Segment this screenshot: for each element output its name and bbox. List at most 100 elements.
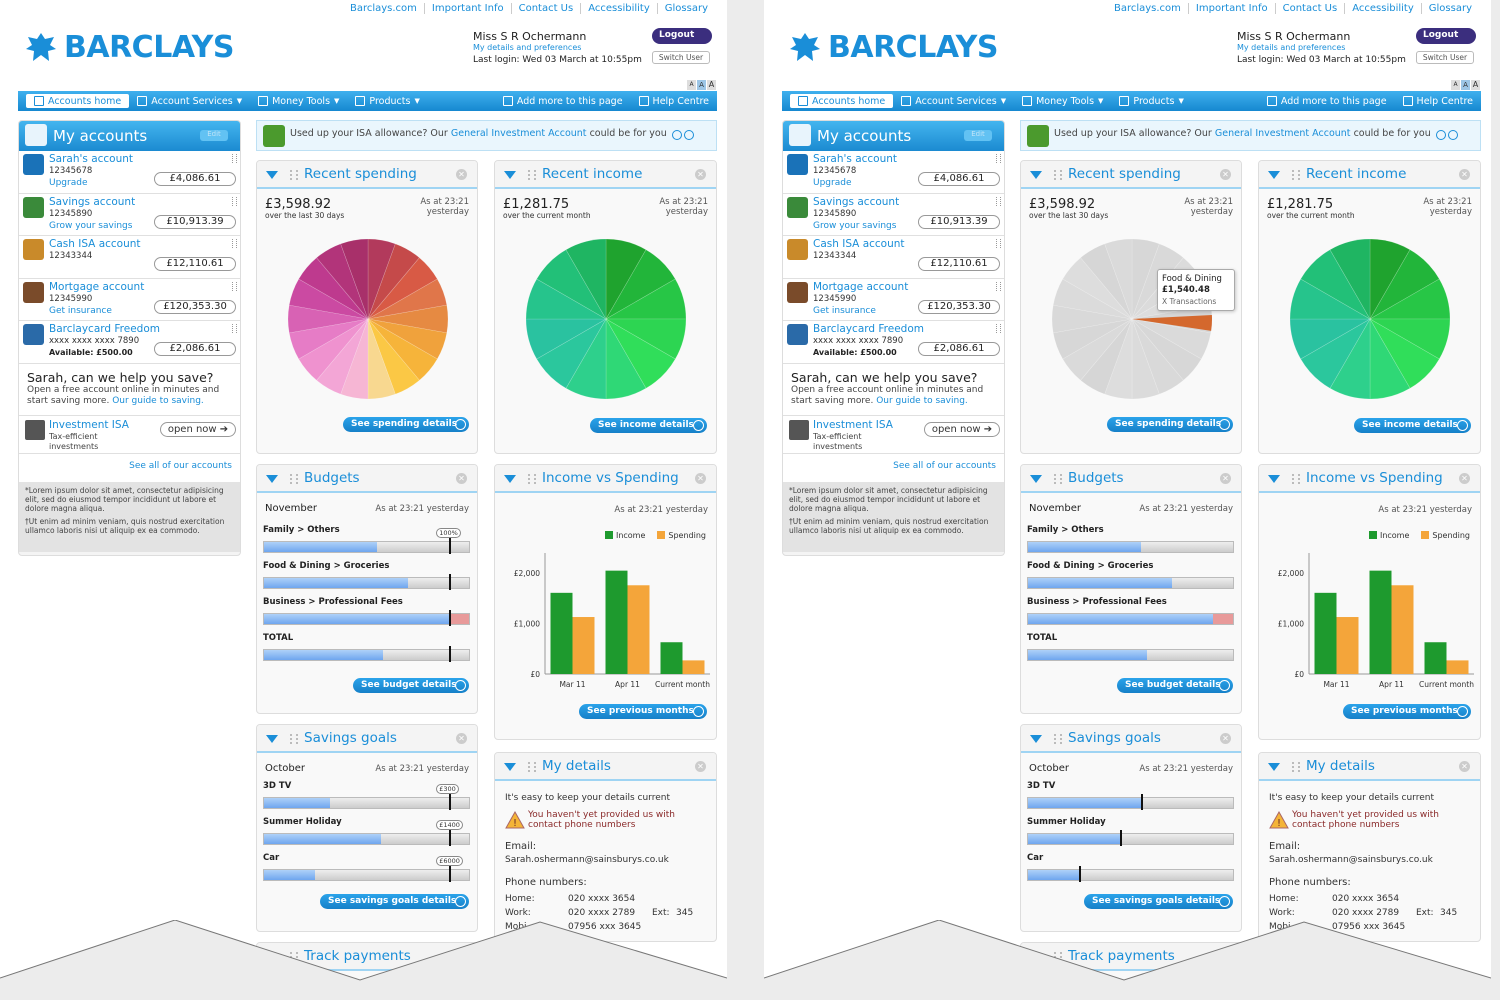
account-link[interactable]: Available: £500.00 [813, 348, 897, 357]
account-link[interactable]: Get insurance [49, 305, 112, 316]
nav-menu-item[interactable]: Products ▼ [347, 91, 427, 111]
top-link[interactable]: Contact Us [510, 3, 581, 14]
font-large-button[interactable]: A [707, 80, 716, 90]
account-name[interactable]: Mortgage account [49, 280, 145, 293]
drag-handle-icon[interactable] [232, 239, 237, 248]
budget-row[interactable]: TOTAL [1027, 633, 1234, 661]
edit-button[interactable]: Edit [964, 130, 992, 141]
top-link[interactable]: Accessibility [580, 3, 657, 14]
drag-handle-icon[interactable] [528, 170, 536, 180]
budget-row[interactable]: Food & Dining > Groceries [1027, 561, 1234, 589]
drag-handle-icon[interactable] [996, 196, 1001, 206]
font-small-button[interactable]: A [687, 80, 696, 90]
account-item[interactable]: Sarah's account 12345678 Upgrade £4,086.… [19, 151, 240, 194]
nav-menu-item[interactable]: Money Tools ▼ [250, 91, 347, 111]
switch-user-button[interactable]: Switch User [652, 51, 710, 64]
close-icon[interactable]: ✕ [1459, 473, 1470, 484]
logout-button[interactable]: Logout [1416, 28, 1476, 44]
pie-slice[interactable] [367, 278, 448, 320]
collapse-icon[interactable] [266, 735, 278, 743]
spending-bar[interactable] [682, 660, 705, 674]
nav-accounts-home[interactable]: Accounts home [26, 94, 130, 108]
pie-slice[interactable] [525, 278, 608, 320]
pie-slice[interactable] [536, 249, 607, 320]
drag-handle-icon[interactable] [1292, 762, 1300, 772]
details-link[interactable]: My details and preferences [1237, 43, 1346, 52]
drag-handle-icon[interactable] [1054, 474, 1062, 484]
pie-slice[interactable] [525, 318, 608, 360]
close-icon[interactable]: ✕ [1459, 169, 1470, 180]
email-value[interactable]: Sarah.oshermann@sainsburys.co.uk [1269, 855, 1433, 865]
spending-bar[interactable] [1336, 617, 1359, 674]
budget-row[interactable]: Business > Professional Fees [1027, 597, 1234, 625]
pie-slice[interactable] [298, 257, 369, 320]
budget-row[interactable]: Food & Dining > Groceries [263, 561, 470, 590]
account-item[interactable]: Barclaycard Freedom xxxx xxxx xxxx 7890 … [19, 321, 240, 364]
font-small-button[interactable]: A [1451, 80, 1460, 90]
income-bar[interactable] [1424, 642, 1447, 674]
income-pie-chart[interactable] [1259, 231, 1481, 411]
font-large-button[interactable]: A [1471, 80, 1480, 90]
close-icon[interactable]: ✕ [695, 761, 706, 772]
account-item[interactable]: Mortgage account 12345990 Get insurance … [783, 278, 1004, 321]
collapse-icon[interactable] [1268, 171, 1280, 179]
account-item[interactable]: Sarah's account 12345678 Upgrade £4,086.… [783, 151, 1004, 194]
nav-accounts-home[interactable]: Accounts home [790, 94, 894, 108]
top-link[interactable]: Important Info [1187, 3, 1275, 14]
details-link[interactable]: My details and preferences [473, 43, 582, 52]
pie-slice[interactable] [1131, 318, 1212, 360]
pie-slice[interactable] [1131, 318, 1160, 400]
see-income-details-button[interactable]: See income details [590, 418, 707, 433]
savings-row[interactable]: Summer Holiday [1027, 817, 1234, 846]
drag-handle-icon[interactable] [232, 154, 237, 163]
income-pie-chart[interactable] [495, 231, 717, 411]
collapse-icon[interactable] [266, 475, 278, 483]
pie-slice[interactable] [316, 318, 369, 395]
pie-slice[interactable] [605, 238, 647, 321]
drag-handle-icon[interactable] [232, 324, 237, 333]
pie-slice[interactable] [1300, 249, 1371, 320]
account-name[interactable]: Savings account [49, 195, 136, 208]
pie-slice[interactable] [1368, 318, 1451, 360]
account-name[interactable]: Barclaycard Freedom [813, 323, 925, 335]
pie-slice[interactable] [1329, 238, 1371, 321]
pie-slice[interactable] [565, 238, 607, 321]
email-value[interactable]: Sarah.oshermann@sainsburys.co.uk [505, 855, 669, 865]
income-bar[interactable] [1369, 570, 1392, 674]
see-all-accounts-link[interactable]: See all of our accounts [783, 453, 1004, 482]
income-bar[interactable] [550, 592, 573, 674]
pie-slice[interactable] [367, 318, 396, 400]
drag-handle-icon[interactable] [1292, 170, 1300, 180]
see-income-details-button[interactable]: See income details [1354, 418, 1471, 433]
pie-slice[interactable] [1369, 317, 1411, 400]
collapse-icon[interactable] [504, 171, 516, 179]
drag-handle-icon[interactable] [1054, 170, 1062, 180]
help-centre-button[interactable]: Help Centre [1395, 91, 1481, 111]
close-icon[interactable]: ✕ [1220, 473, 1231, 484]
pie-slice[interactable] [1052, 318, 1133, 360]
drag-handle-icon[interactable] [996, 281, 1001, 291]
close-icon[interactable]: ✕ [456, 473, 467, 484]
pie-slice[interactable] [1329, 317, 1371, 400]
pie-slice[interactable] [298, 318, 369, 381]
drag-handle-icon[interactable] [232, 196, 237, 206]
nav-menu-item[interactable]: Account Services ▼ [129, 91, 250, 111]
pie-slice[interactable] [367, 304, 449, 334]
pie-slice[interactable] [287, 304, 369, 334]
account-item[interactable]: Mortgage account 12345990 Get insurance … [19, 278, 240, 321]
drag-handle-icon[interactable] [528, 762, 536, 772]
account-item[interactable]: Cash ISA account 12343344 £12,110.61 [19, 236, 240, 279]
pie-slice[interactable] [316, 243, 369, 320]
pie-slice[interactable] [340, 238, 369, 320]
see-savings-goals-details-button[interactable]: See savings goals details [1084, 894, 1233, 909]
pie-slice[interactable] [340, 318, 369, 400]
income-vs-spending-chart[interactable]: £2,000 £1,000 £0 Mar 11 Apr 11 Current month [1259, 545, 1481, 695]
top-link[interactable]: Glossary [656, 3, 715, 14]
income-bar[interactable] [1314, 592, 1337, 674]
drag-handle-icon[interactable] [1054, 952, 1062, 962]
see-spending-details-button[interactable]: See spending details [1107, 417, 1233, 432]
income-bar[interactable] [660, 642, 683, 674]
spending-pie-chart[interactable] [257, 231, 478, 411]
income-bar[interactable] [605, 570, 628, 674]
collapse-icon[interactable] [504, 763, 516, 771]
